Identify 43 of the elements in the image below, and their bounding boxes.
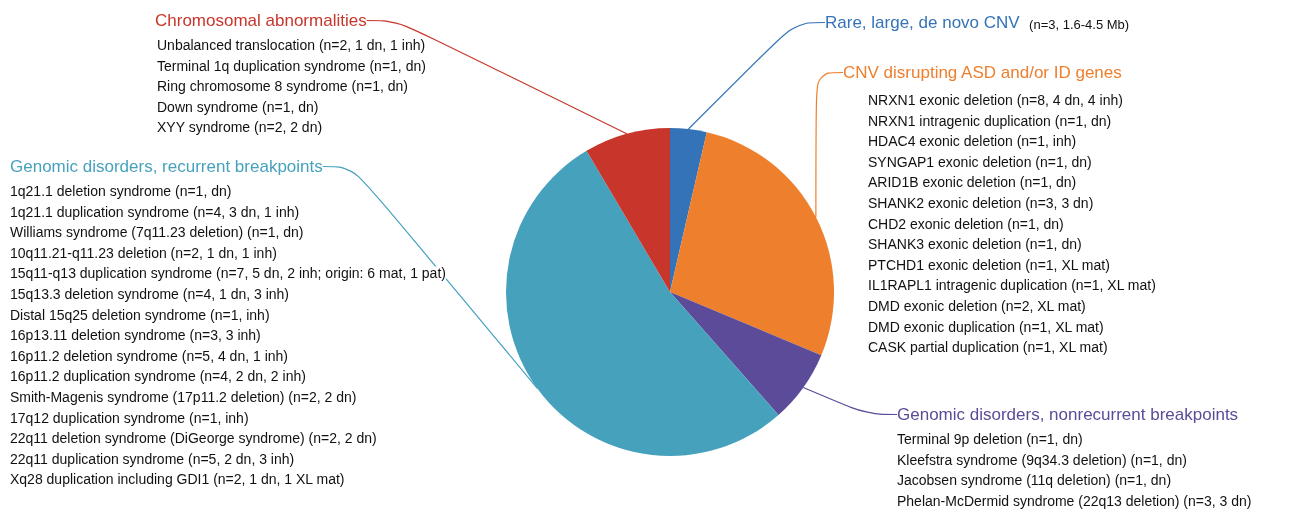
text: 1q21.1 duplication syndrome (n=4, 3 dn, 1 inh) (10, 203, 300, 220)
text: Phelan-McDermid syndrome (22q13 deletion) (n=3, 3 dn) (897, 492, 1252, 509)
text: IL1RAPL1 intragenic duplication (n=1, XL mat) (868, 277, 1156, 294)
text: SHANK3 exonic deletion (n=1, dn) (868, 236, 1082, 253)
text: 17q12 duplication syndrome (n=1, inh) (10, 409, 249, 426)
text: Terminal 9p deletion (n=1, dn) (897, 431, 1083, 447)
text: SHANK2 exonic deletion (n=3, 3 dn) (868, 195, 1094, 211)
text: (n=3, 1.6-4.5 Mb) (1029, 16, 1130, 32)
text: 1q21.1 deletion syndrome (n=1, dn) (10, 183, 232, 199)
text: 16p13.11 deletion syndrome (n=3, 3 inh) (10, 327, 261, 344)
text: Unbalanced translocation (n=2, 1 dn, 1 inh) (157, 37, 426, 53)
text: Terminal 1q duplication syndrome (n=1, dn) (157, 57, 426, 74)
text: 15q13.3 deletion syndrome (n=4, 1 dn, 3 inh) (10, 286, 290, 302)
text: XYY syndrome (n=2, 2 dn) (157, 119, 323, 136)
text: Williams syndrome (7q11.23 deletion) (n=1, dn) (10, 224, 304, 241)
text: Smith-Magenis syndrome (17p11.2 deletion) (n=2, 2 dn) (10, 389, 357, 405)
text: SYNGAP1 exonic deletion (n=1, dn) (868, 153, 1092, 170)
text: 16p11.2 duplication syndrome (n=4, 2 dn, 2 inh) (10, 368, 306, 385)
text: Ring chromosome 8 syndrome (n=1, dn) (157, 78, 408, 95)
text: 15q11-q13 duplication syndrome (n=7, 5 dn, 2 inh; origin: 6 mat, 1 pat) (10, 265, 446, 282)
slice-label: CNV disrupting ASD and/or ID genes (843, 63, 1122, 82)
text: CHD2 exonic deletion (n=1, dn) (868, 215, 1064, 232)
slice-label: Chromosomal abnormalities (155, 11, 367, 30)
text: NRXN1 intragenic duplication (n=1, dn) (868, 112, 1112, 129)
text: Distal 15q25 deletion syndrome (n=1, inh) (10, 306, 270, 323)
text: Kleefstra syndrome (9q34.3 deletion) (n=1, dn) (897, 451, 1187, 468)
text: Xq28 duplication including GDI1 (n=2, 1 dn, 1 XL mat) (10, 471, 345, 488)
text: Down syndrome (n=1, dn) (157, 98, 319, 115)
slice-label: Genomic disorders, nonrecurrent breakpoints (897, 405, 1239, 424)
slice-label: Genomic disorders, recurrent breakpoints (10, 157, 323, 176)
text: ARID1B exonic deletion (n=1, dn) (868, 174, 1077, 191)
text: HDAC4 exonic deletion (n=1, inh) (868, 133, 1077, 150)
text: Jacobsen syndrome (11q deletion) (n=1, dn) (897, 472, 1172, 489)
text: NRXN1 exonic deletion (n=8, 4 dn, 4 inh) (868, 92, 1123, 108)
text: CASK partial duplication (n=1, XL mat) (868, 339, 1108, 356)
text: DMD exonic deletion (n=2, XL mat) (868, 298, 1086, 314)
text: PTCHD1 exonic deletion (n=1, XL mat) (868, 256, 1110, 273)
text: DMD exonic duplication (n=1, XL mat) (868, 318, 1104, 335)
text: 10q11.21-q11.23 deletion (n=2, 1 dn, 1 inh) (10, 244, 277, 261)
text: 22q11 deletion syndrome (DiGeorge syndrome) (n=2, 2 dn) (10, 430, 377, 447)
text: 16p11.2 deletion syndrome (n=5, 4 dn, 1 inh) (10, 347, 288, 364)
text: 22q11 duplication syndrome (n=5, 2 dn, 3 inh) (10, 450, 295, 467)
slice-label: Rare, large, de novo CNV (825, 13, 1021, 32)
